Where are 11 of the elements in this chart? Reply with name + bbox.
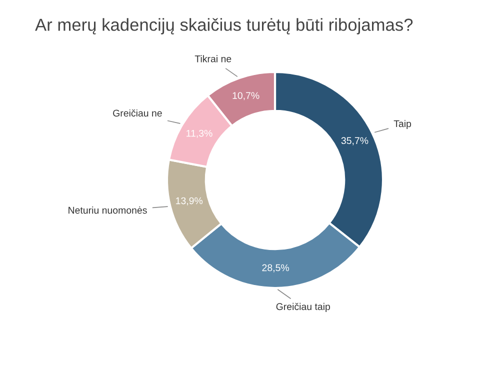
slice-label: Tikrai ne	[194, 55, 232, 62]
slice-label: Greičiau taip	[276, 302, 330, 312]
slice-label: Taip	[394, 120, 412, 130]
data-label: 11,3%	[186, 130, 212, 138]
data-label: 28,5%	[262, 264, 289, 272]
slice-label: Greičiau ne	[113, 109, 162, 117]
data-label: 10,7%	[232, 92, 260, 100]
slice-label: Neturiu nuomonės	[68, 206, 147, 214]
chart-title: Ar merų kadencijų skaičius turėtų būti ribojamas?	[35, 18, 413, 34]
data-label: 35,7%	[341, 137, 368, 146]
data-label: 13,9%	[176, 197, 203, 206]
